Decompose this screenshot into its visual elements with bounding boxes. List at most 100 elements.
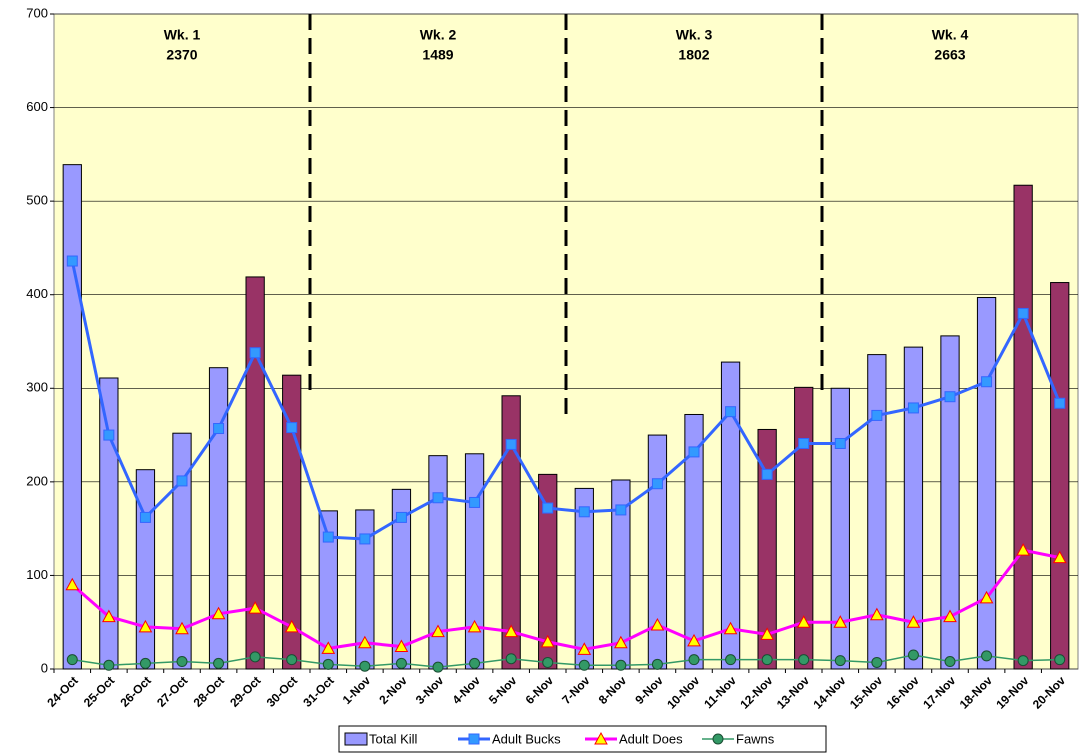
x-tick-label: 14-Nov <box>810 673 848 711</box>
legend-label: Total Kill <box>369 731 418 746</box>
y-tick-label: 0 <box>41 660 48 675</box>
marker <box>906 615 921 628</box>
marker <box>468 733 480 745</box>
marker <box>1016 543 1030 556</box>
bar <box>867 354 887 670</box>
bar <box>1013 184 1033 670</box>
marker <box>650 617 665 631</box>
bar <box>757 428 777 670</box>
marker <box>979 590 994 604</box>
bar <box>903 346 924 670</box>
x-tick-label: 8-Nov <box>596 673 630 707</box>
series-line <box>71 548 1061 651</box>
series-line <box>70 260 1062 541</box>
marker <box>542 502 554 514</box>
marker <box>469 496 481 508</box>
x-tick-label: 16-Nov <box>884 673 922 711</box>
bar <box>940 335 960 670</box>
marker <box>871 656 883 668</box>
week-label: Wk. 1 <box>164 27 201 43</box>
marker <box>505 438 517 450</box>
x-tick-label: 18-Nov <box>957 673 995 711</box>
bar <box>830 387 850 670</box>
marker <box>870 607 884 621</box>
marker <box>249 651 261 663</box>
marker <box>321 641 336 654</box>
marker <box>871 409 883 421</box>
marker <box>432 661 444 673</box>
marker <box>469 657 481 669</box>
marker <box>284 619 299 633</box>
marker <box>432 492 444 504</box>
x-tick-label: 11-Nov <box>701 673 739 711</box>
legend-label: Fawns <box>736 731 775 746</box>
week-label: Wk. 2 <box>420 27 457 43</box>
marker <box>760 627 774 640</box>
marker <box>176 475 188 487</box>
week-label: Wk. 4 <box>932 27 969 43</box>
marker <box>395 657 407 669</box>
y-tick-label: 100 <box>26 567 48 582</box>
x-tick-label: 31-Oct <box>300 673 336 709</box>
bar <box>391 488 412 670</box>
bar <box>172 432 192 670</box>
marker <box>578 506 590 518</box>
x-tick-label: 13-Nov <box>774 673 812 711</box>
marker <box>981 376 993 388</box>
x-tick-label: 9-Nov <box>632 673 666 707</box>
marker <box>798 437 810 449</box>
marker <box>796 615 811 628</box>
x-tick-label: 6-Nov <box>523 673 557 707</box>
marker <box>615 504 627 516</box>
marker <box>176 656 188 668</box>
marker <box>66 654 78 666</box>
week-total: 1489 <box>422 47 453 63</box>
week-total: 2370 <box>166 47 197 63</box>
marker <box>1054 397 1066 409</box>
marker <box>65 577 80 591</box>
marker <box>139 657 151 669</box>
marker <box>394 639 409 653</box>
bar <box>794 386 814 670</box>
y-tick-label: 400 <box>26 286 48 301</box>
marker <box>651 478 663 490</box>
marker <box>286 654 298 666</box>
bar <box>1050 282 1070 670</box>
marker <box>687 633 701 647</box>
bar <box>647 434 668 670</box>
marker <box>213 423 225 435</box>
x-tick-label: 20-Nov <box>1030 673 1068 711</box>
bar <box>62 164 82 670</box>
marker <box>175 621 189 635</box>
x-tick-label: 28-Oct <box>191 673 227 709</box>
x-tick-label: 29-Oct <box>227 673 263 709</box>
marker <box>322 658 334 670</box>
x-tick-label: 7-Nov <box>559 673 593 707</box>
x-tick-label: 19-Nov <box>993 673 1031 711</box>
week-total: 1802 <box>678 47 709 63</box>
marker <box>542 656 554 668</box>
marker <box>211 606 226 620</box>
bar <box>208 367 229 670</box>
bar <box>720 361 741 670</box>
marker <box>103 429 115 441</box>
marker <box>505 653 517 665</box>
marker <box>798 654 810 666</box>
bar <box>976 297 997 670</box>
legend-label: Adult Does <box>619 731 683 746</box>
marker <box>577 642 592 655</box>
x-tick-label: 4-Nov <box>449 673 483 707</box>
bar <box>684 413 704 670</box>
marker <box>723 621 738 635</box>
bar <box>501 395 521 670</box>
x-tick-label: 2-Nov <box>376 673 410 707</box>
x-tick-label: 12-Nov <box>737 673 775 711</box>
marker <box>102 609 116 623</box>
x-tick-label: 27-Oct <box>154 673 190 709</box>
marker <box>1054 654 1066 666</box>
marker <box>66 255 78 267</box>
marker <box>249 347 261 359</box>
marker <box>761 654 773 666</box>
x-tick-label: 30-Oct <box>264 673 300 709</box>
